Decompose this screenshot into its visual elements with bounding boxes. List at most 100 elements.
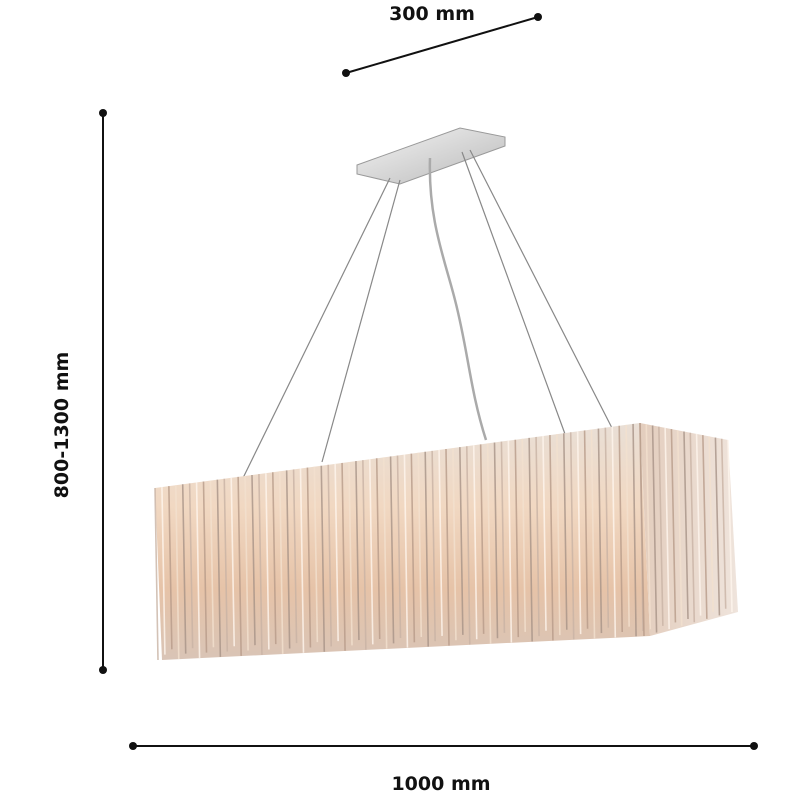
crystal xyxy=(658,426,664,626)
crystal xyxy=(542,435,547,631)
crystal xyxy=(590,429,596,639)
crystal xyxy=(514,439,520,638)
width-dimension: 1000 mm xyxy=(129,742,758,795)
chandelier xyxy=(154,127,738,661)
crystal xyxy=(417,452,423,637)
crystal xyxy=(521,438,527,632)
crystal xyxy=(569,432,575,640)
crystal xyxy=(174,485,180,659)
crystal xyxy=(583,430,589,629)
depth-label: 300 mm xyxy=(389,3,475,25)
crystal xyxy=(285,470,291,649)
crystal xyxy=(528,437,533,642)
crystal xyxy=(230,477,236,647)
dimension-dot xyxy=(534,13,542,21)
power-cable xyxy=(428,157,488,441)
crystal xyxy=(597,428,603,634)
crystal xyxy=(670,429,677,623)
crystal-strands xyxy=(154,422,733,661)
crystal xyxy=(708,436,714,613)
crystal xyxy=(424,451,430,647)
crystal xyxy=(292,469,298,644)
depth-dimension: 300 mm xyxy=(342,3,542,77)
ceiling-plate xyxy=(356,127,506,185)
crystal xyxy=(452,448,457,641)
crystal xyxy=(265,473,270,650)
crystal-side xyxy=(640,423,738,636)
crystal xyxy=(223,478,229,652)
crystal xyxy=(216,479,222,657)
crystal xyxy=(639,422,645,637)
crystal xyxy=(237,476,242,656)
crystal xyxy=(251,474,256,646)
dimension-dot xyxy=(99,109,107,117)
crystal xyxy=(368,459,374,645)
crystal xyxy=(389,456,395,644)
crystal xyxy=(604,427,610,628)
crystal xyxy=(299,468,305,653)
crystal xyxy=(362,460,367,650)
crystal xyxy=(727,439,733,613)
height-label: 800-1300 mm xyxy=(51,352,73,499)
crystal xyxy=(683,431,689,620)
crystal xyxy=(714,437,721,616)
height-dimension: 800-1300 mm xyxy=(51,109,107,674)
crystal xyxy=(348,461,353,646)
crystal xyxy=(209,480,215,648)
crystal xyxy=(618,425,624,633)
suspension-wires xyxy=(242,149,613,479)
dimension-dot xyxy=(129,742,137,750)
crystal xyxy=(702,435,708,619)
crystal xyxy=(645,424,652,630)
crystal xyxy=(664,427,670,630)
crystal xyxy=(689,432,696,623)
wire xyxy=(321,179,401,463)
dimension-dot xyxy=(342,69,350,77)
crystal xyxy=(632,423,637,637)
crystal xyxy=(271,472,277,645)
crystal xyxy=(334,463,339,642)
crystal-front xyxy=(155,423,650,660)
crystal xyxy=(202,481,208,653)
crystal xyxy=(472,445,478,640)
crystal xyxy=(327,464,333,647)
crystal xyxy=(168,486,173,650)
crystal xyxy=(576,431,582,635)
crystal xyxy=(535,436,540,637)
crystal xyxy=(611,426,617,638)
crystal xyxy=(355,461,360,641)
crystal xyxy=(181,484,187,654)
crystal xyxy=(341,462,346,651)
crystal xyxy=(375,458,381,640)
crystal xyxy=(278,471,284,654)
crystal xyxy=(195,482,201,658)
crystal xyxy=(431,450,436,642)
crystal xyxy=(445,448,450,646)
crystal xyxy=(493,442,499,639)
dimension-dot xyxy=(99,666,107,674)
crystal xyxy=(382,457,388,649)
dimension-dot xyxy=(750,742,758,750)
crystal xyxy=(438,449,443,636)
crystal xyxy=(549,435,554,641)
wire xyxy=(242,177,391,479)
crystal xyxy=(313,466,319,643)
crystal xyxy=(676,430,683,626)
crystal xyxy=(479,444,485,634)
dimension-line xyxy=(345,16,539,74)
crystal xyxy=(396,455,402,639)
crystal xyxy=(562,433,568,630)
crystal xyxy=(188,483,194,649)
width-label: 1000 mm xyxy=(391,773,490,795)
crystal xyxy=(244,475,249,651)
crystal xyxy=(154,487,159,661)
crystal xyxy=(258,474,263,655)
crystal xyxy=(459,447,464,635)
wire xyxy=(469,149,613,429)
crystal xyxy=(306,467,312,648)
crystal xyxy=(695,433,702,616)
crystal xyxy=(720,438,727,609)
crystal xyxy=(410,453,416,643)
